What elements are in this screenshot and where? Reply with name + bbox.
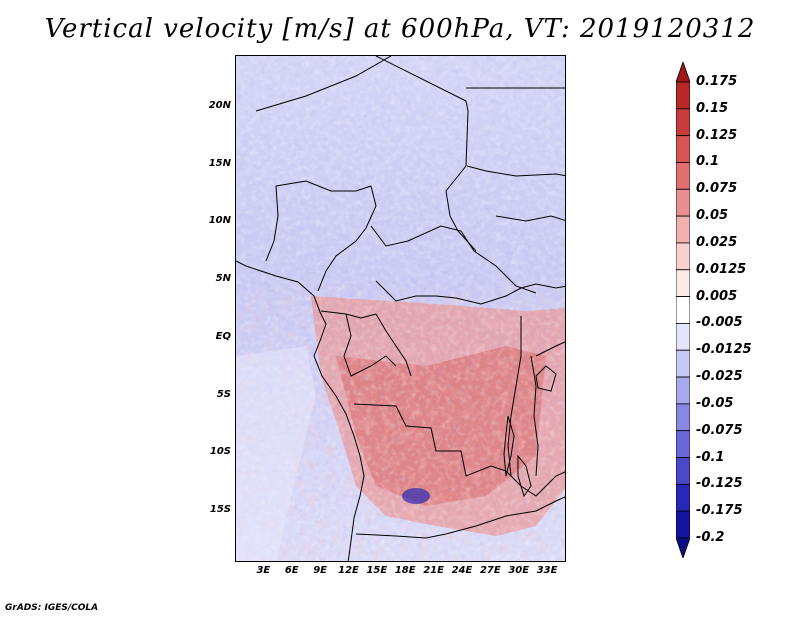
lat-tick-label: 15S (209, 504, 231, 516)
colorbar-bin (676, 510, 690, 539)
colorbar-tick-label: 0.0125 (696, 261, 747, 277)
ocean-field (236, 346, 316, 561)
colorbar-tick-label: 0.1 (696, 154, 720, 170)
colorbar-bin (676, 430, 690, 458)
lat-tick-label: 5N (215, 273, 231, 285)
lon-tick-label: 33E (536, 565, 558, 576)
colorbar-tick-label: 0.15 (696, 100, 729, 116)
colorbar-bin (676, 483, 690, 512)
colorbar-cap-top (676, 62, 690, 83)
colorbar-tick-label: 0.125 (696, 127, 738, 143)
colorbar-tick-label: -0.0125 (696, 342, 752, 358)
colorbar-tick-label: -0.025 (696, 369, 743, 385)
lon-tick-label: 6E (284, 565, 299, 576)
lon-tick-label: 12E (338, 565, 359, 576)
colorbar-tick-label: 0.025 (696, 234, 738, 250)
lon-tick-label: 15E (366, 565, 388, 576)
lon-tick-label: 24E (451, 565, 473, 576)
lon-tick-label: 27E (479, 565, 501, 576)
field-noise-dark (236, 56, 565, 561)
lat-tick-label: 5S (216, 388, 231, 400)
lat-tick-label: 10S (209, 446, 231, 458)
colorbar-bin (676, 135, 690, 163)
colorbar-tick-label: -0.05 (696, 395, 734, 411)
colorbar-bin (676, 162, 690, 190)
colorbar-tick-label: -0.2 (696, 530, 725, 545)
lon-tick-label: 18E (394, 565, 416, 576)
lat-tick-label: 20N (208, 99, 231, 111)
lat-tick-label: 10N (208, 215, 231, 227)
colorbar-tick-label: -0.075 (696, 422, 743, 438)
colorbar-tick-label: 0.175 (696, 74, 738, 89)
lon-tick-label: 9E (313, 565, 327, 576)
colorbar-bin (676, 108, 690, 137)
chart-title: Vertical velocity [m/s] at 600hPa, VT: 2… (44, 14, 756, 44)
colorbar-cap-bottom (676, 537, 690, 558)
colorbar-bin (676, 376, 690, 405)
footer-credit: GrADS: IGES/COLA (5, 603, 99, 613)
colorbar-bin (676, 349, 690, 378)
lon-tick-label: 3E (256, 565, 271, 576)
lat-tick-label: EQ (215, 330, 231, 342)
colorbar (676, 62, 690, 558)
colorbar-tick-label: -0.175 (696, 503, 743, 519)
colorbar-tick-label: -0.1 (696, 449, 725, 465)
colorbar-bin (676, 188, 690, 217)
colorbar-tick-label: 0.075 (696, 181, 738, 197)
colorbar-tick-label: -0.005 (696, 315, 743, 331)
lon-tick-label: 30E (508, 565, 530, 576)
colorbar-bin (676, 457, 690, 485)
colorbar-tick-label: 0.005 (696, 288, 738, 304)
lat-tick-label: 15N (208, 157, 231, 169)
velocity-map (236, 56, 565, 561)
colorbar-bin (676, 242, 690, 271)
descent-patch (402, 488, 430, 504)
lon-tick-label: 21E (423, 565, 444, 576)
colorbar-bin (676, 269, 690, 297)
colorbar-bin (676, 81, 690, 110)
colorbar-bin (676, 323, 690, 351)
map-panel (235, 55, 566, 562)
colorbar-tick-label: -0.125 (696, 476, 743, 492)
colorbar-tick-label: 0.05 (696, 208, 729, 224)
colorbar-bin (676, 215, 690, 244)
colorbar-bin (676, 296, 690, 324)
country-borders (236, 56, 565, 561)
colorbar-bin (676, 403, 690, 432)
